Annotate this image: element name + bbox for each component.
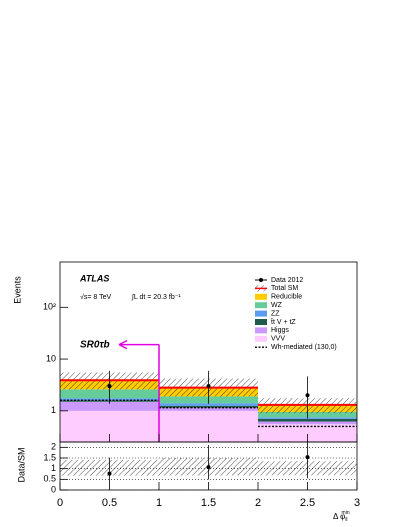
stack-bar <box>258 421 357 425</box>
legend-label: Higgs <box>271 327 289 334</box>
legend-swatch <box>255 310 267 317</box>
x-tick-label: 1 <box>156 497 162 509</box>
legend-label: t̄t V + tZ <box>271 318 297 326</box>
legend-symbol <box>259 278 263 282</box>
ratio-y-tick-label: 1.5 <box>43 452 56 462</box>
stack-bar <box>159 405 258 408</box>
stack-bar <box>159 403 258 406</box>
x-label-sup: min <box>342 510 350 516</box>
legend-label: Wh-mediated (130,0) <box>271 344 337 351</box>
ratio-y-tick-label: 0 <box>51 484 56 494</box>
x-tick-label: 0 <box>57 497 63 509</box>
data-point <box>305 393 310 398</box>
ratio-point <box>107 471 112 476</box>
ratio-point <box>305 455 310 460</box>
legend-label: Data 2012 <box>271 277 303 284</box>
y-tick-label: 10 <box>46 353 56 363</box>
stack-bar <box>258 418 357 422</box>
legend-label: WZ <box>271 302 283 309</box>
stack-bar <box>60 401 159 411</box>
ratio-y-tick-label: 0.5 <box>43 474 56 484</box>
ratio-y-label: Data/SM <box>16 447 26 482</box>
legend-label: Total SM <box>271 285 298 292</box>
data-point <box>107 384 112 389</box>
energy-label: √s= 8 TeV <box>80 293 111 301</box>
lumi-label: ∫L dt = 20.3 fb⁻¹ <box>131 294 181 301</box>
experiment-label: ATLAS <box>79 273 109 283</box>
x-tick-label: 3 <box>354 497 360 509</box>
legend-label: ZZ <box>271 310 280 317</box>
region-label: SR0τb <box>80 340 110 351</box>
x-label-sub: ll <box>345 517 347 523</box>
legend-label: Reducible <box>271 294 302 301</box>
stack-bar <box>159 407 258 411</box>
x-label-main: Δ φ <box>333 512 345 521</box>
ratio-y-tick-label: 1 <box>51 463 56 473</box>
ratio-point <box>206 465 211 470</box>
x-axis-label: Δ φllmin <box>333 510 350 523</box>
y-tick-label: 10² <box>43 302 56 312</box>
x-tick-label: 2.5 <box>300 497 315 509</box>
legend-swatch <box>255 327 267 334</box>
y-axis-label: Events <box>12 276 22 304</box>
cut-arrow-head <box>118 339 128 350</box>
legend-swatch <box>255 302 267 309</box>
x-tick-label: 1.5 <box>201 497 216 509</box>
legend-swatch <box>255 293 267 300</box>
ratio-y-tick-label: 2 <box>51 442 56 452</box>
legend-label: VVV <box>271 336 285 343</box>
legend-swatch <box>255 319 267 325</box>
data-point <box>206 384 211 389</box>
stack-bar <box>258 424 357 442</box>
x-tick-label: 2 <box>255 497 261 509</box>
y-tick-label: 1 <box>51 405 56 415</box>
legend-swatch <box>255 335 267 342</box>
x-tick-label: 0.5 <box>102 497 117 509</box>
